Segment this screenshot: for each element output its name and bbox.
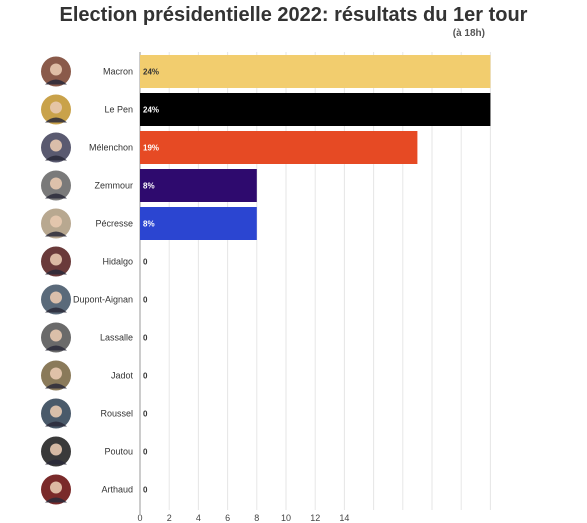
- x-tick-label: 0: [137, 513, 142, 523]
- x-tick-label: 12: [310, 513, 320, 523]
- candidate-label: Dupont-Aignan: [73, 295, 133, 305]
- avatar-body: [45, 231, 67, 237]
- candidate-label: Pécresse: [95, 219, 133, 229]
- bar-pécresse: [140, 207, 257, 240]
- avatar-face: [50, 405, 62, 418]
- bar-mélenchon: [140, 131, 418, 164]
- value-label: 0: [143, 258, 148, 267]
- candidate-label: Le Pen: [104, 105, 133, 115]
- value-label: 8%: [143, 220, 155, 229]
- x-tick-label: 8: [254, 513, 259, 523]
- bar-macron: [140, 55, 491, 88]
- value-label: 19%: [143, 144, 159, 153]
- bar-le pen: [140, 93, 491, 126]
- candidate-label: Roussel: [100, 409, 133, 419]
- avatar-body: [45, 459, 67, 465]
- x-tick-label: 2: [167, 513, 172, 523]
- x-tick-label: 6: [225, 513, 230, 523]
- candidate-label: Zemmour: [94, 181, 133, 191]
- candidate-label: Hidalgo: [102, 257, 133, 267]
- value-label: 0: [143, 372, 148, 381]
- avatar-face: [50, 215, 62, 228]
- avatar-face: [50, 367, 62, 380]
- candidate-label: Arthaud: [101, 485, 133, 495]
- avatar-face: [50, 101, 62, 114]
- avatar-body: [45, 269, 67, 275]
- value-label: 0: [143, 334, 148, 343]
- value-label: 24%: [143, 68, 159, 77]
- value-label: 0: [143, 296, 148, 305]
- candidate-label: Mélenchon: [89, 143, 133, 153]
- avatar-body: [45, 345, 67, 351]
- avatar-body: [45, 193, 67, 199]
- avatar-body: [45, 155, 67, 161]
- candidate-label: Jadot: [111, 371, 134, 381]
- avatar-body: [45, 117, 67, 123]
- avatar-face: [50, 177, 62, 190]
- candidate-label: Poutou: [104, 447, 133, 457]
- avatar-face: [50, 481, 62, 494]
- value-label: 0: [143, 410, 148, 419]
- avatar-body: [45, 421, 67, 427]
- candidate-label: Lassalle: [100, 333, 133, 343]
- avatar-face: [50, 139, 62, 152]
- x-tick-label: 4: [196, 513, 201, 523]
- avatar-body: [45, 383, 67, 389]
- avatar-face: [50, 329, 62, 342]
- value-label: 0: [143, 486, 148, 495]
- chart-subtitle: (à 18h): [452, 28, 485, 39]
- bar-zemmour: [140, 169, 257, 202]
- value-label: 24%: [143, 106, 159, 115]
- avatar-face: [50, 253, 62, 266]
- avatar-body: [45, 79, 67, 85]
- avatar-body: [45, 307, 67, 313]
- chart-title: Election présidentielle 2022: résultats …: [59, 4, 528, 26]
- candidate-label: Macron: [103, 67, 133, 77]
- value-label: 0: [143, 448, 148, 457]
- avatar-face: [50, 63, 62, 76]
- avatar-body: [45, 497, 67, 503]
- x-tick-label: 10: [281, 513, 291, 523]
- value-label: 8%: [143, 182, 155, 191]
- avatar-face: [50, 443, 62, 456]
- avatar-face: [50, 291, 62, 304]
- x-tick-label: 14: [339, 513, 349, 523]
